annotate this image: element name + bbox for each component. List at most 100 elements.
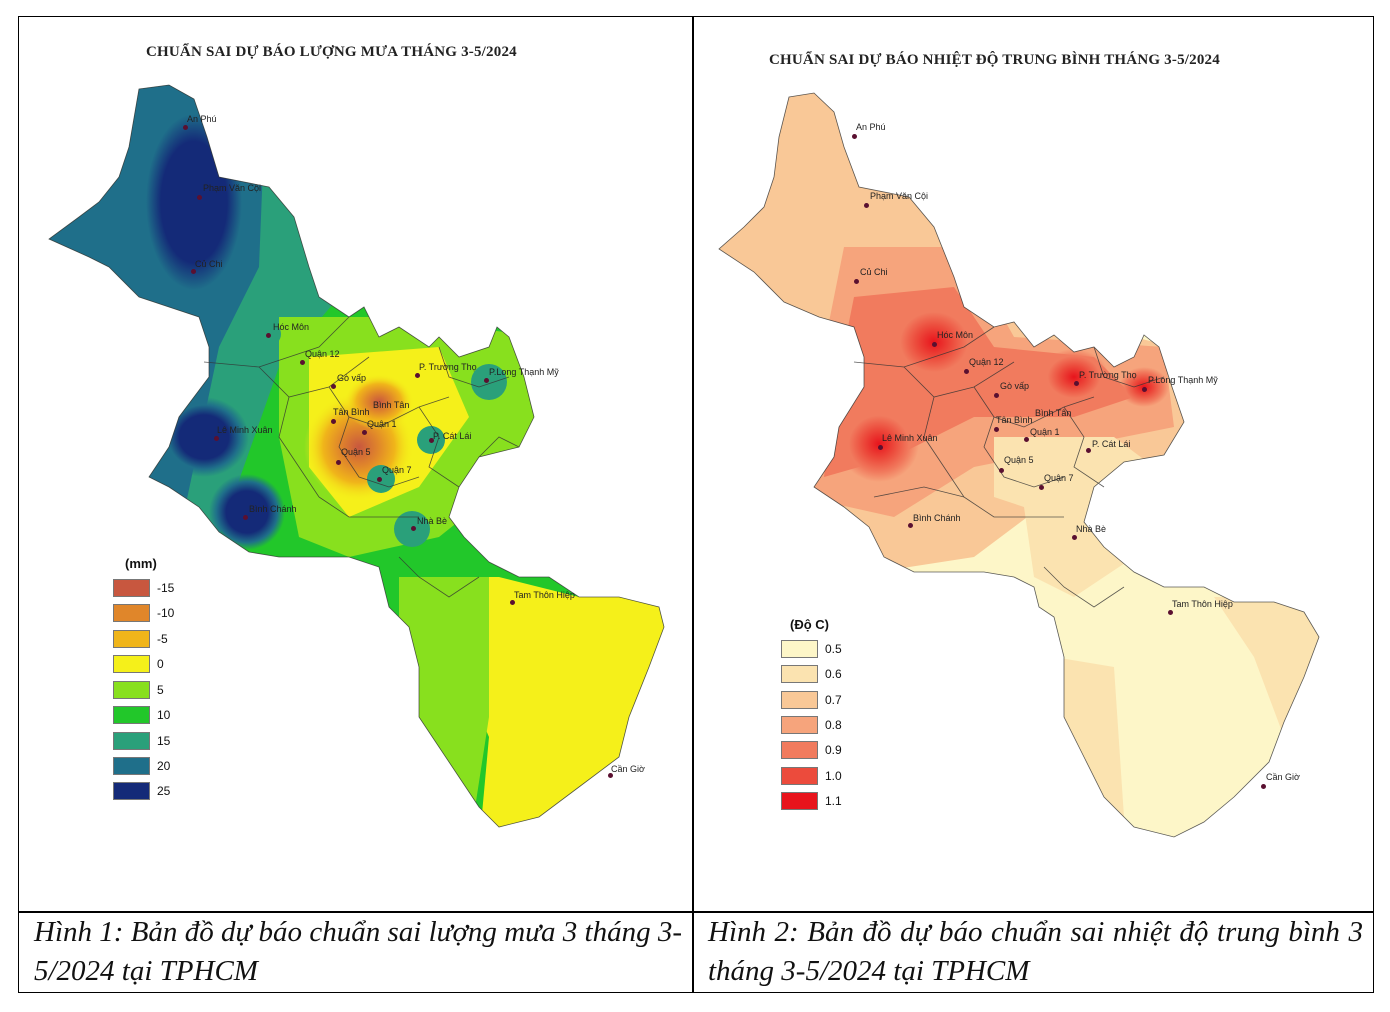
place-dot <box>852 134 857 139</box>
place-dot <box>266 333 271 338</box>
place-tam-thon-hiep: Tam Thôn Hiệp <box>1172 599 1233 609</box>
place-pham-van-coi: Phạm Văn Cội <box>870 191 929 201</box>
place-dot <box>1261 784 1266 789</box>
legend-swatch <box>781 691 818 709</box>
place-dot <box>864 203 869 208</box>
figure-caption-rain: Hình 1: Bản đồ dự báo chuẩn sai lượng mư… <box>34 916 682 987</box>
legend-label: 25 <box>157 784 171 798</box>
place-dot <box>429 438 434 443</box>
place-cu-chi: Củ Chi <box>860 267 888 277</box>
legend-label: 0.6 <box>825 667 842 681</box>
rain-map-graphic <box>48 84 665 828</box>
place-dot <box>999 468 1004 473</box>
place-dot <box>484 378 489 383</box>
place-dot <box>1074 381 1079 386</box>
legend-swatch <box>113 757 150 775</box>
legend-swatch <box>781 640 818 658</box>
legend-label: 15 <box>157 734 171 748</box>
legend-label: 0 <box>157 657 164 671</box>
place-dot <box>362 430 367 435</box>
legend-label: 0.7 <box>825 693 842 707</box>
place-dot <box>336 460 341 465</box>
figure-frame <box>18 16 1374 993</box>
place-dot <box>1086 448 1091 453</box>
place-dot <box>243 515 248 520</box>
place-dot <box>608 773 613 778</box>
place-go-vap: Gò vấp <box>337 373 367 383</box>
place-an-phu: An Phú <box>856 122 886 132</box>
temp-map-title: CHUẨN SAI DỰ BÁO NHIỆT ĐỘ TRUNG BÌNH THÁ… <box>769 52 1220 68</box>
legend-label: 0.8 <box>825 718 842 732</box>
place-quan-12: Quận 12 <box>305 349 340 359</box>
place-hoc-mon: Hóc Môn <box>937 330 974 340</box>
place-dot <box>377 477 382 482</box>
place-dot <box>331 384 336 389</box>
place-binh-chanh: Bình Chánh <box>249 504 297 514</box>
legend-swatch <box>113 732 150 750</box>
place-dot <box>994 393 999 398</box>
place-dot <box>1072 535 1077 540</box>
place-dot <box>300 360 305 365</box>
legend-label: 5 <box>157 683 164 697</box>
legend-swatch <box>113 681 150 699</box>
place-dot <box>932 342 937 347</box>
legend-swatch <box>113 604 150 622</box>
place-le-minh-xuan: Lê Minh Xuân <box>882 433 938 443</box>
place-dot <box>1024 437 1029 442</box>
place-hoc-mon: Hóc Môn <box>273 322 310 332</box>
figure-caption-temp: Hình 2: Bản đồ dự báo chuẩn sai nhiệt độ… <box>708 916 1363 987</box>
place-quan-12: Quận 12 <box>969 357 1004 367</box>
legend-swatch <box>781 767 818 785</box>
legend-label: 10 <box>157 708 171 722</box>
temp-map-graphic <box>718 92 1320 838</box>
legend-swatch <box>781 665 818 683</box>
place-quan-1: Quận 1 <box>1030 427 1060 437</box>
rain-legend-title: (mm) <box>125 556 157 571</box>
place-dot <box>854 279 859 284</box>
place-dot <box>415 373 420 378</box>
place-dot <box>214 436 219 441</box>
legend-swatch <box>781 741 818 759</box>
legend-label: 1.1 <box>825 794 842 808</box>
legend-label: 0.5 <box>825 642 842 656</box>
place-dot <box>331 419 336 424</box>
place-cat-lai: P. Cát Lái <box>1092 439 1131 449</box>
place-dot <box>964 369 969 374</box>
place-dot <box>197 195 202 200</box>
place-dot <box>878 445 883 450</box>
place-dot <box>994 427 999 432</box>
place-binh-tan: Bình Tân <box>1035 408 1072 418</box>
legend-swatch <box>113 782 150 800</box>
place-truong-tho: P. Trường Thọ <box>419 362 477 372</box>
place-long-thanh-my: P.Long Thạnh Mỹ <box>1148 375 1218 385</box>
place-cat-lai: P. Cát Lái <box>433 431 472 441</box>
legend-swatch <box>113 706 150 724</box>
place-go-vap: Gò vấp <box>1000 381 1030 391</box>
caption-divider <box>18 911 1374 913</box>
place-quan-5: Quận 5 <box>1004 455 1034 465</box>
legend-swatch <box>781 716 818 734</box>
place-nha-be: Nhà Bè <box>417 516 448 526</box>
place-tan-binh: Tân Bình <box>333 407 370 417</box>
place-tam-thon-hiep: Tam Thôn Hiệp <box>514 590 575 600</box>
legend-label: 1.0 <box>825 769 842 783</box>
column-divider <box>692 16 694 993</box>
place-dot <box>183 125 188 130</box>
place-binh-tan: Bình Tân <box>373 400 410 410</box>
place-truong-tho: P. Trường Thọ <box>1079 370 1137 380</box>
legend-swatch <box>781 792 818 810</box>
place-dot <box>1142 387 1147 392</box>
place-quan-7: Quận 7 <box>382 465 412 475</box>
place-dot <box>908 523 913 528</box>
legend-swatch <box>113 630 150 648</box>
place-quan-7: Quận 7 <box>1044 473 1074 483</box>
rain-map-title: CHUẨN SAI DỰ BÁO LƯỢNG MƯA THÁNG 3-5/202… <box>146 44 517 60</box>
legend-label: 0.9 <box>825 743 842 757</box>
place-an-phu: An Phú <box>187 114 217 124</box>
rain-map-panel: CHUẨN SAI DỰ BÁO LƯỢNG MƯA THÁNG 3-5/202… <box>19 17 692 910</box>
legend-label: -15 <box>157 581 175 595</box>
legend-label: 20 <box>157 759 171 773</box>
legend-swatch <box>113 655 150 673</box>
place-dot <box>191 269 196 274</box>
place-dot <box>1039 485 1044 490</box>
